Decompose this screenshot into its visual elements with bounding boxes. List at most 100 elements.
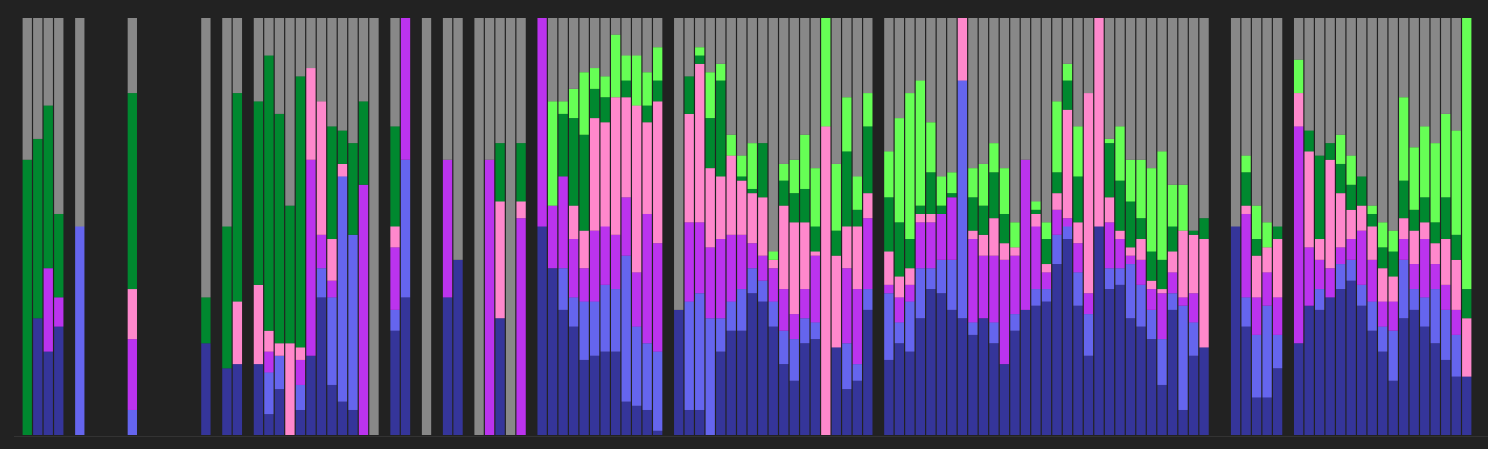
bar-segment (1378, 222, 1388, 248)
bar-segment (43, 268, 53, 352)
bar-segment (1167, 293, 1178, 310)
bar-segment (936, 176, 947, 206)
bar-segment (1041, 264, 1052, 273)
bar-segment (842, 18, 852, 98)
bar-segment (516, 201, 526, 219)
bar-segment (621, 18, 631, 56)
bar-segment (758, 301, 768, 435)
bar-segment (1251, 18, 1262, 206)
bar-segment (726, 330, 736, 435)
bar-segment (894, 322, 905, 344)
bar-segment (1041, 289, 1052, 302)
bar-segment (390, 18, 400, 127)
bar-segment (1241, 326, 1251, 435)
bar-segment (495, 318, 505, 435)
bar-segment (999, 364, 1010, 435)
bar-segment (705, 318, 715, 435)
bar-segment (516, 18, 526, 144)
bar-segment (968, 239, 978, 323)
bar-segment (947, 197, 957, 260)
bar-segment (285, 343, 295, 435)
bar-segment (390, 126, 400, 227)
bar-segment (779, 205, 789, 290)
bar-segment (1357, 284, 1367, 306)
bar-segment (1441, 239, 1451, 285)
bar-segment (1041, 18, 1052, 223)
bar-segment (390, 330, 400, 435)
bar-segment (316, 268, 327, 298)
bar-segment (737, 234, 747, 290)
bar-segment (579, 230, 589, 269)
bar-segment (1367, 259, 1377, 302)
bar-segment (1304, 18, 1314, 131)
bar-segment (1314, 239, 1325, 260)
bar-segment (1041, 222, 1052, 240)
bar-segment (1346, 239, 1356, 260)
bar-segment (926, 268, 936, 290)
bar-segment (863, 93, 873, 127)
bar-segment (905, 18, 915, 94)
bar-segment (33, 318, 43, 435)
bar-segment (936, 213, 947, 260)
bar-segment (43, 18, 53, 106)
bar-segment (127, 93, 137, 290)
bar-segment (1388, 18, 1398, 231)
bar-segment (621, 255, 631, 402)
bar-segment (400, 18, 411, 160)
bar-segment (442, 18, 453, 160)
bar-segment (632, 105, 642, 273)
bar-segment (905, 351, 915, 435)
bar-segment (1441, 284, 1451, 310)
bar-segment (884, 251, 894, 285)
bar-segment (1272, 226, 1283, 240)
bar-segment (632, 55, 642, 106)
bar-segment (852, 380, 862, 435)
bar-segment (1062, 218, 1073, 227)
bar-segment (369, 18, 379, 435)
bar-segment (1010, 222, 1020, 248)
bar-segment (684, 222, 694, 302)
bar-segment (1010, 255, 1020, 315)
bar-segment (1241, 18, 1251, 156)
bar-segment (915, 80, 926, 206)
bar-segment (1031, 18, 1041, 202)
bar-segment (726, 155, 736, 235)
bar-segment (894, 297, 905, 323)
bar-segment (1083, 314, 1094, 356)
bar-segment (747, 18, 757, 144)
bar-segment (915, 18, 926, 81)
bar-segment (653, 47, 663, 81)
bar-segment (1020, 159, 1031, 310)
bar-segment (1304, 151, 1314, 248)
bar-segment (1420, 326, 1430, 435)
bar-segment (621, 197, 631, 256)
bar-segment (201, 297, 211, 344)
bar-segment (737, 155, 747, 177)
bar-segment (1325, 18, 1335, 144)
bar-segment (758, 280, 768, 302)
bar-segment (1167, 309, 1178, 435)
bar-segment (1146, 339, 1157, 435)
bar-segment (1031, 201, 1041, 210)
bar-segment (516, 218, 526, 435)
bar-segment (1073, 243, 1083, 273)
bar-segment (989, 322, 999, 344)
bar-segment (33, 18, 43, 139)
bar-segment (390, 247, 400, 310)
bar-segment (1136, 18, 1146, 160)
bar-segment (1378, 268, 1388, 302)
bar-segment (800, 188, 810, 223)
bar-segment (1094, 226, 1104, 435)
bar-segment (1136, 239, 1146, 260)
bar-segment (1346, 18, 1356, 156)
bar-segment (1262, 305, 1272, 398)
bar-segment (274, 343, 285, 356)
bar-segment (1409, 309, 1419, 435)
bar-segment (800, 134, 810, 189)
bar-segment (1020, 309, 1031, 435)
bar-segment (632, 18, 642, 56)
bar-segment (264, 18, 274, 56)
bar-segment (1314, 18, 1325, 156)
bar-segment (989, 255, 999, 323)
bar-segment (1357, 18, 1367, 177)
